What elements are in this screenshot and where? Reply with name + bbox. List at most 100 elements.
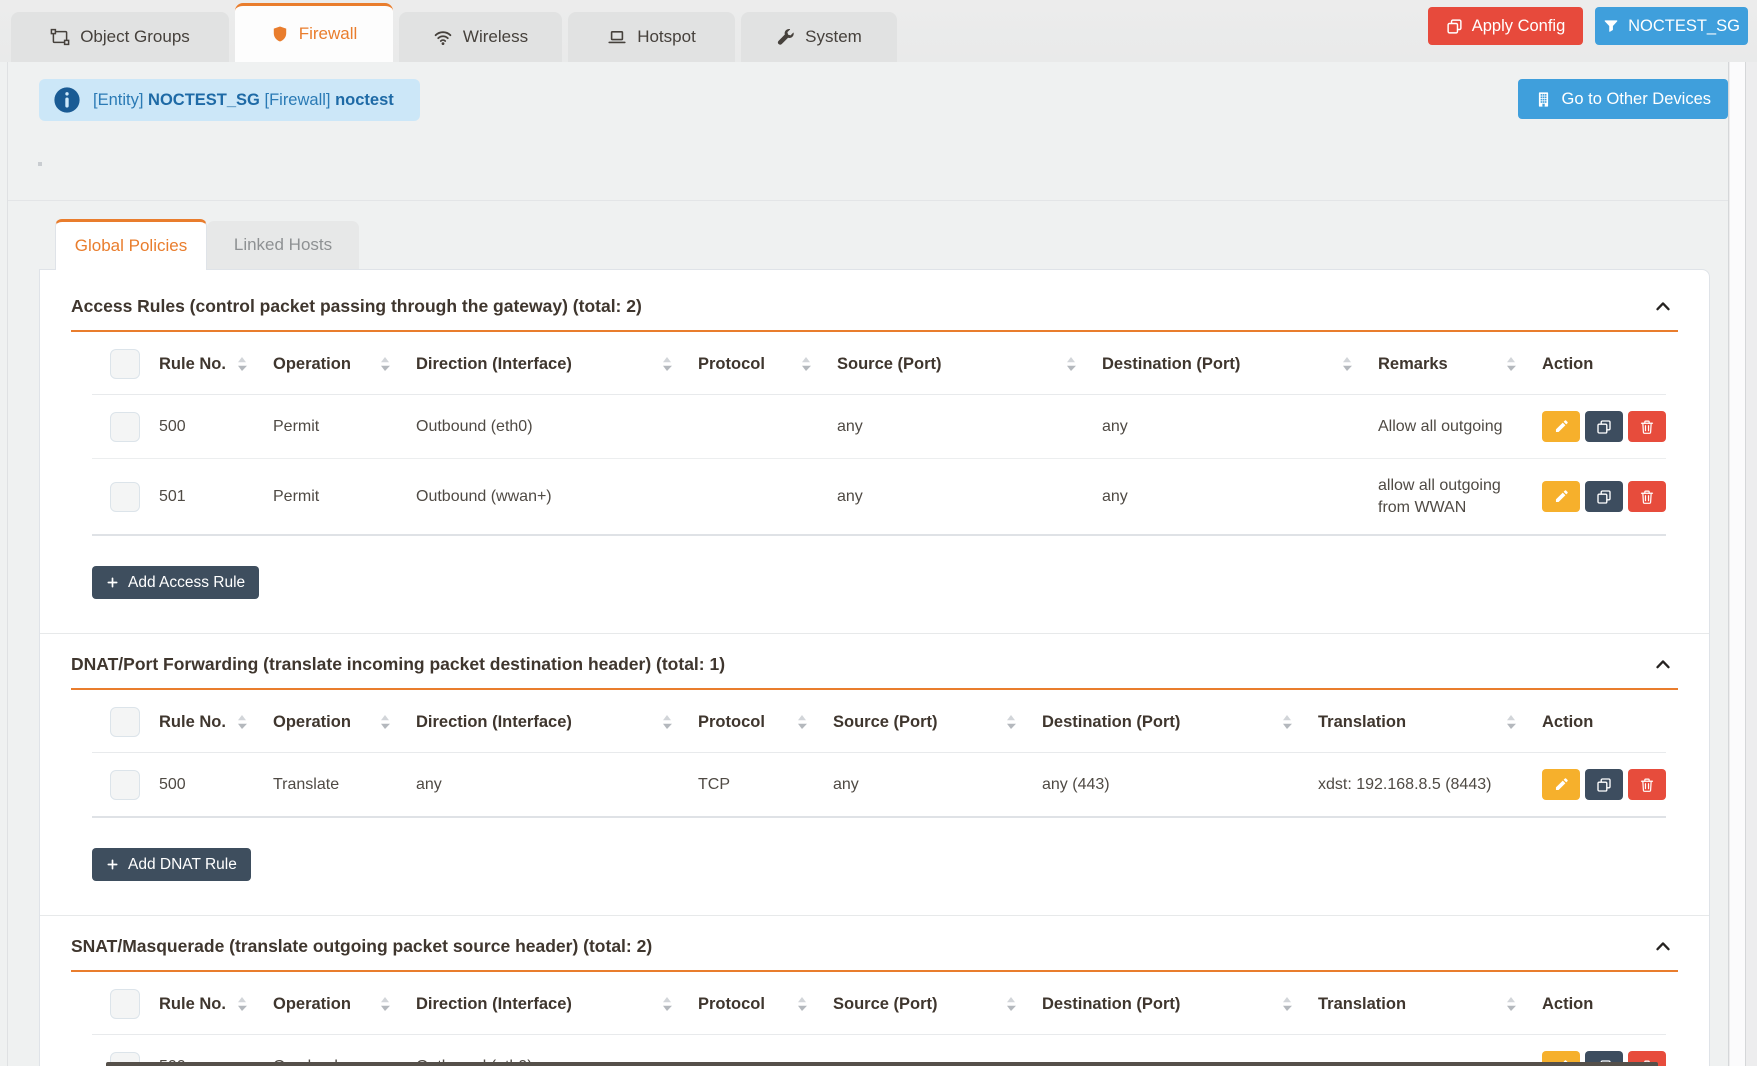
sort-icon[interactable] [1066,356,1076,372]
access-rules-section: Access Rules (control packet passing thr… [71,296,1678,603]
select-all-checkbox[interactable] [110,349,140,379]
plus-icon [106,858,119,871]
edit-button[interactable] [1542,411,1580,442]
source-cell: any [833,753,1042,818]
building-icon [1535,90,1552,109]
row-checkbox[interactable] [110,412,140,442]
column-header: Action [1542,355,1593,373]
add-dnat-rule-button[interactable]: Add DNAT Rule [92,848,251,881]
sort-icon[interactable] [1006,714,1016,730]
delete-button[interactable] [1628,411,1666,442]
sort-icon[interactable] [1282,714,1292,730]
sort-icon[interactable] [1006,996,1016,1012]
protocol-cell [698,459,837,536]
column-header: Operation [273,355,351,374]
sort-icon[interactable] [797,996,807,1012]
destination-cell: any [1102,459,1378,536]
sort-icon[interactable] [1506,356,1516,372]
sort-icon[interactable] [380,996,390,1012]
sort-icon[interactable] [1282,996,1292,1012]
column-header: Protocol [698,713,765,732]
tab-wireless[interactable]: Wireless [399,12,562,62]
sort-icon[interactable] [1506,714,1516,730]
tab-object-groups[interactable]: Object Groups [11,12,229,62]
column-header: Rule No. [159,355,226,374]
table-header-row: Rule No. Operation Direction (Interface)… [92,332,1666,395]
tab-firewall[interactable]: Firewall [235,3,393,62]
section-title: SNAT/Masquerade (translate outgoing pack… [71,936,652,957]
entity-info-banner: [Entity] NOCTEST_SG [Firewall] noctest [39,79,420,121]
copy-button[interactable] [1585,411,1623,442]
remarks-cell: Allow all outgoing [1378,395,1542,459]
wrench-icon [776,28,795,47]
apply-config-button[interactable]: Apply Config [1428,7,1583,45]
sort-icon[interactable] [237,356,247,372]
wifi-icon [433,27,453,47]
select-all-checkbox[interactable] [110,989,140,1019]
edit-button[interactable] [1542,769,1580,800]
dnat-section: DNAT/Port Forwarding (translate incoming… [71,654,1678,885]
copy-button[interactable] [1585,481,1623,512]
top-nav-bar: Object Groups Firewall Wireless Hotspot … [0,0,1757,62]
sort-icon[interactable] [797,714,807,730]
horizontal-scrollbar-thumb[interactable] [106,1062,1658,1066]
tab-label: Object Groups [80,27,190,47]
column-header: Source (Port) [837,355,942,374]
sort-icon[interactable] [1342,356,1352,372]
sort-icon[interactable] [662,996,672,1012]
sort-icon[interactable] [801,356,811,372]
column-header: Translation [1318,713,1406,732]
copy-button[interactable] [1585,769,1623,800]
table-row: 501 Permit Outbound (wwan+) any any allo… [92,459,1666,536]
sort-icon[interactable] [1506,996,1516,1012]
column-header: Operation [273,995,351,1014]
policy-tabs: Global Policies Linked Hosts [55,218,1757,269]
table-row: 500 Translate any TCP any any (443) xdst… [92,753,1666,818]
delete-button[interactable] [1628,481,1666,512]
delete-button[interactable] [1628,769,1666,800]
column-header: Direction (Interface) [416,355,572,374]
banner-text: [Entity] NOCTEST_SG [Firewall] noctest [93,91,394,110]
snat-table: Rule No. Operation Direction (Interface)… [92,972,1666,1066]
row-checkbox[interactable] [110,482,140,512]
source-cell: any [837,459,1102,536]
sort-icon[interactable] [237,996,247,1012]
direction-cell: Outbound (eth0) [416,395,698,459]
column-header: Protocol [698,355,765,374]
column-header: Protocol [698,995,765,1014]
collapse-section-button[interactable] [1648,938,1678,955]
collapse-section-button[interactable] [1648,656,1678,673]
add-access-rule-button[interactable]: Add Access Rule [92,566,259,599]
dnat-table: Rule No. Operation Direction (Interface)… [92,690,1666,818]
table-header-row: Rule No. Operation Direction (Interface)… [92,972,1666,1035]
vertical-scrollbar[interactable] [1728,62,1757,1066]
tab-label: System [805,27,862,47]
entity-name: NOCTEST_SG [148,91,260,109]
column-header: Action [1542,713,1593,731]
collapse-section-button[interactable] [1648,298,1678,315]
sort-icon[interactable] [380,356,390,372]
plus-icon [106,576,119,589]
section-divider [40,915,1709,916]
sort-icon[interactable] [662,714,672,730]
protocol-cell [698,395,837,459]
go-to-other-devices-button[interactable]: Go to Other Devices [1518,79,1728,119]
section-divider [40,633,1709,634]
column-header: Source (Port) [833,995,938,1014]
tab-linked-hosts[interactable]: Linked Hosts [207,221,359,269]
tab-global-policies[interactable]: Global Policies [55,219,207,270]
tab-label: Wireless [463,27,528,47]
edit-button[interactable] [1542,481,1580,512]
remarks-cell: allow all outgoing from WWAN [1378,459,1542,536]
laptop-icon [607,27,627,47]
tab-label: Firewall [299,24,358,44]
tab-system[interactable]: System [741,12,897,62]
select-all-checkbox[interactable] [110,707,140,737]
row-checkbox[interactable] [110,770,140,800]
protocol-cell: TCP [698,753,833,818]
device-filter-button[interactable]: NOCTEST_SG [1595,7,1748,45]
sort-icon[interactable] [380,714,390,730]
sort-icon[interactable] [237,714,247,730]
tab-hotspot[interactable]: Hotspot [568,12,735,62]
sort-icon[interactable] [662,356,672,372]
